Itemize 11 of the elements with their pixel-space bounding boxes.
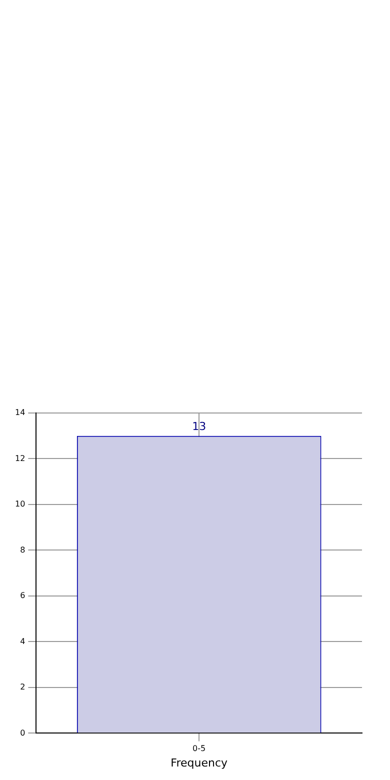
y-tick-label: 12 bbox=[14, 454, 26, 463]
y-tick-label: 0 bbox=[20, 728, 26, 738]
x-tick-label: 0-5 bbox=[192, 744, 206, 754]
y-tick-label: 6 bbox=[20, 591, 26, 600]
y-tick-label: 14 bbox=[14, 408, 26, 418]
y-tick-label: 2 bbox=[20, 682, 26, 692]
y-tick-label: 8 bbox=[20, 545, 26, 554]
x-axis-title: Frequency bbox=[170, 756, 228, 770]
data-label: 13 bbox=[192, 420, 206, 434]
y-tick-label: 10 bbox=[14, 500, 26, 509]
y-tick-label: 4 bbox=[20, 636, 26, 646]
